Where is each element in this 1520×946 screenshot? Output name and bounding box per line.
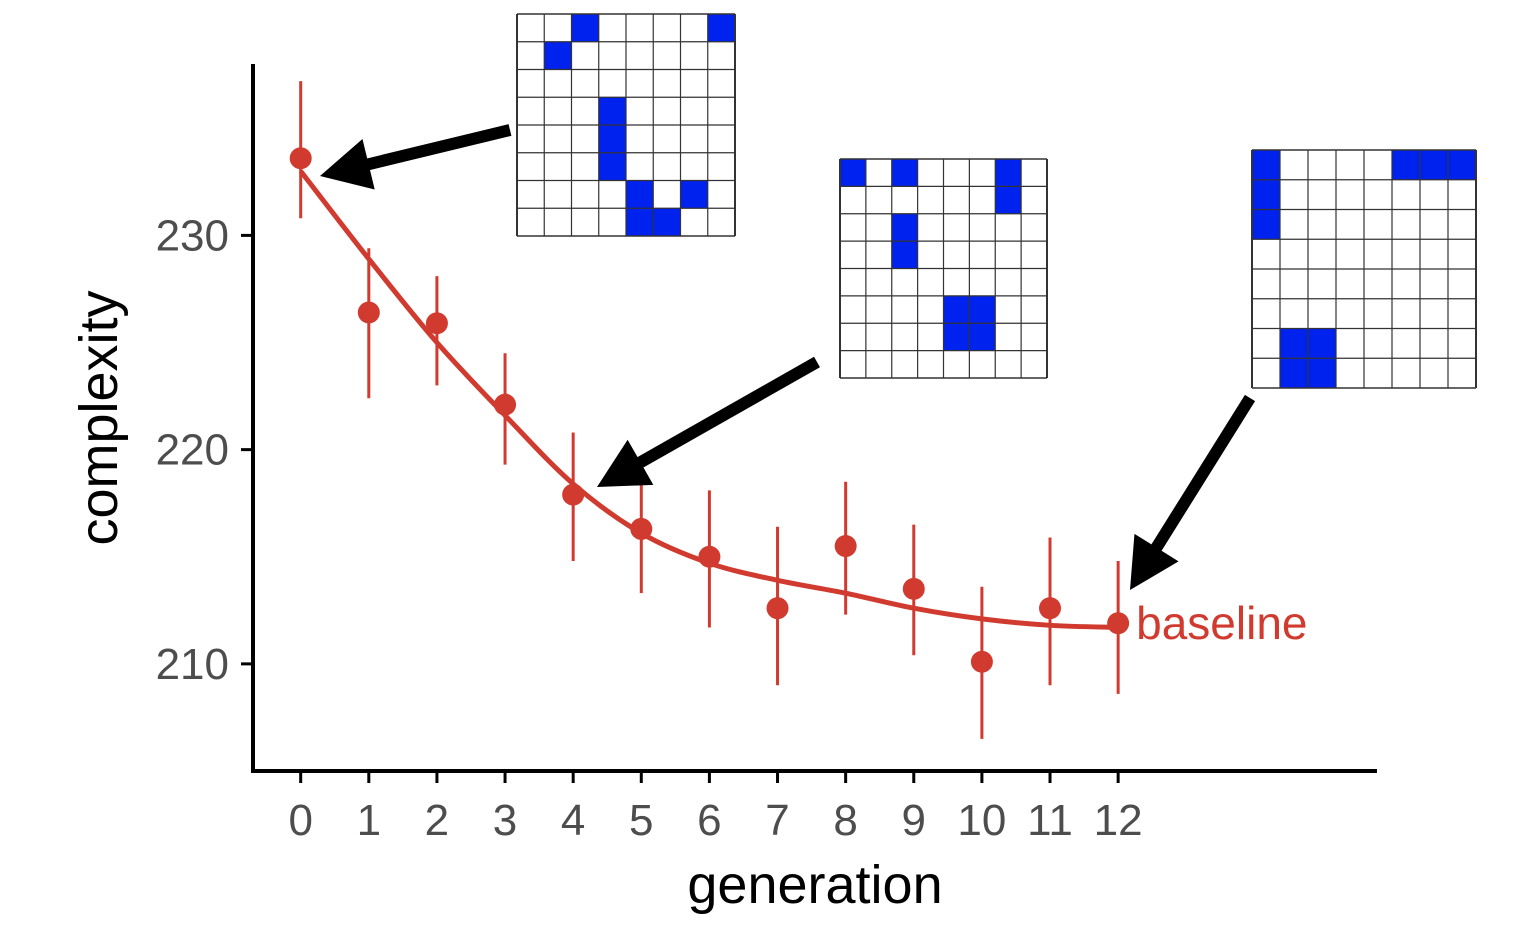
arrow-shaft: [634, 356, 820, 470]
data-point: [1107, 612, 1130, 635]
inset-filled-cell: [571, 14, 599, 42]
data-point: [698, 545, 721, 568]
x-tick-label: 12: [1094, 796, 1143, 845]
generation-12-pattern: [1251, 149, 1477, 389]
data-point: [902, 577, 925, 600]
annotations-layer: baseline: [1136, 597, 1307, 649]
arrow-head: [320, 138, 375, 190]
generation-4-pattern: [839, 158, 1048, 379]
inset-filled-cell: [1252, 209, 1280, 240]
inset-filled-cell: [891, 213, 918, 242]
x-tick-label: 8: [833, 796, 857, 845]
pointer-arrow: [1130, 394, 1256, 590]
inset-filled-cell: [995, 159, 1022, 187]
insets-layer: [516, 13, 1477, 389]
data-point: [834, 535, 857, 558]
data-point: [1039, 597, 1062, 620]
inset-filled-cell: [943, 295, 970, 324]
x-axis-title: generation: [687, 855, 942, 915]
data-point: [494, 393, 517, 416]
inset-filled-cell: [598, 97, 626, 125]
x-tick-label: 7: [765, 796, 789, 845]
inset-filled-cell: [1448, 150, 1476, 180]
inset-filled-cell: [680, 180, 708, 209]
arrows-layer: [320, 124, 1256, 590]
inset-filled-cell: [626, 208, 654, 236]
x-tick-label: 10: [957, 796, 1006, 845]
inset-filled-cell: [1280, 358, 1308, 388]
y-tick-label: 210: [156, 640, 229, 689]
x-axis-ticks: 0 1 2 3 4 5 6 7 8 9 10 11 12: [288, 771, 1143, 845]
x-tick-label: 11: [1027, 796, 1073, 845]
data-point: [289, 147, 312, 170]
inset-filled-cell: [1252, 150, 1280, 180]
arrow-head: [597, 439, 654, 487]
data-point: [425, 312, 448, 335]
data-point: [562, 483, 585, 506]
x-tick-label: 6: [697, 796, 721, 845]
y-tick-label: 220: [156, 426, 229, 475]
points-layer: [289, 147, 1130, 673]
inset-filled-cell: [891, 159, 918, 187]
x-tick-label: 1: [357, 796, 381, 845]
inset-filled-cell: [626, 180, 654, 209]
arrow-shaft: [1149, 394, 1256, 555]
pointer-arrow: [320, 124, 512, 190]
x-tick-label: 5: [629, 796, 653, 845]
inset-filled-cell: [1308, 328, 1336, 359]
x-tick-label: 4: [561, 796, 585, 845]
inset-filled-cell: [995, 186, 1022, 214]
arrow-shaft: [363, 124, 512, 172]
inset-filled-cell: [1308, 358, 1336, 388]
inset-filled-cell: [544, 41, 572, 70]
data-point: [357, 301, 380, 324]
inset-filled-cell: [1420, 150, 1448, 180]
inset-filled-cell: [1252, 179, 1280, 210]
generation-0-pattern: [516, 13, 736, 237]
data-point: [630, 517, 653, 540]
data-point: [970, 650, 993, 673]
x-tick-label: 3: [493, 796, 517, 845]
x-tick-label: 2: [425, 796, 449, 845]
inset-filled-cell: [707, 14, 735, 42]
pointer-arrow: [597, 356, 820, 487]
inset-filled-cell: [840, 159, 866, 187]
inset-filled-cell: [653, 208, 681, 236]
inset-filled-cell: [1392, 150, 1420, 180]
data-point: [766, 597, 789, 620]
inset-filled-cell: [969, 323, 996, 351]
y-tick-label: 230: [156, 211, 229, 260]
inset-filled-cell: [943, 323, 970, 351]
x-tick-label: 0: [288, 796, 312, 845]
inset-filled-cell: [891, 241, 918, 269]
y-axis-title: complexity: [69, 290, 129, 545]
inset-filled-cell: [1280, 328, 1308, 359]
arrow-head: [1130, 533, 1179, 590]
inset-filled-cell: [969, 295, 996, 324]
inset-filled-cell: [598, 125, 626, 153]
x-tick-label: 9: [902, 796, 926, 845]
inset-filled-cell: [598, 152, 626, 181]
y-axis-ticks: 210 220 230: [156, 211, 253, 689]
baseline-label: baseline: [1136, 597, 1307, 649]
